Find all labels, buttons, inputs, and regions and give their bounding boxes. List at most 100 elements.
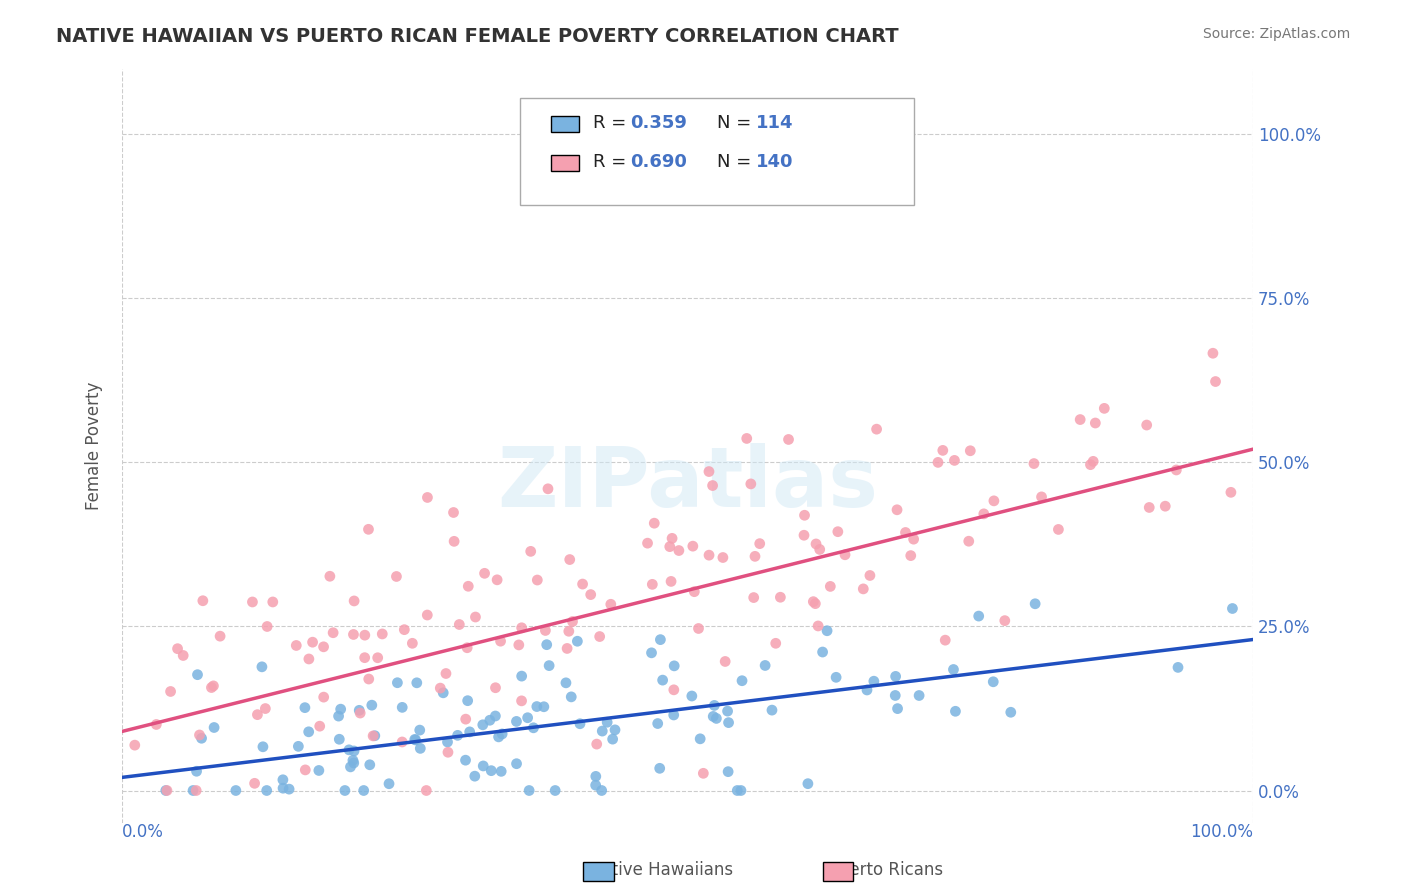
Point [486, 573, 509, 587]
Point [342, 627, 364, 641]
Point [761, 703, 783, 717]
Point [271, 781, 294, 796]
Point [689, 731, 711, 746]
Point [765, 636, 787, 650]
Point [668, 543, 690, 558]
Point [322, 625, 344, 640]
Point [1205, 375, 1227, 389]
Point [744, 549, 766, 564]
Point [353, 783, 375, 797]
Point [957, 534, 980, 549]
Point [437, 745, 460, 759]
Point [333, 783, 356, 797]
Text: Puerto Ricans: Puerto Ricans [828, 861, 943, 879]
Point [349, 706, 371, 720]
Point [343, 594, 366, 608]
Point [186, 764, 208, 779]
Point [1024, 597, 1046, 611]
Point [155, 783, 177, 797]
Point [472, 759, 495, 773]
Point [1083, 454, 1105, 468]
Point [464, 769, 486, 783]
Point [769, 591, 792, 605]
Point [811, 645, 834, 659]
Point [943, 453, 966, 467]
Point [827, 524, 849, 539]
Point [994, 614, 1017, 628]
Point [278, 782, 301, 797]
Point [484, 681, 506, 695]
Point [443, 506, 465, 520]
Point [436, 735, 458, 749]
Point [432, 686, 454, 700]
Point [558, 552, 581, 566]
Point [681, 689, 703, 703]
Point [159, 684, 181, 698]
Point [591, 783, 613, 797]
Point [353, 650, 375, 665]
Point [1219, 485, 1241, 500]
Point [706, 711, 728, 725]
Point [748, 536, 770, 550]
Point [145, 717, 167, 731]
Point [457, 579, 479, 593]
Point [1137, 500, 1160, 515]
Point [252, 739, 274, 754]
Point [571, 577, 593, 591]
Point [1202, 346, 1225, 360]
Point [579, 588, 602, 602]
Point [454, 753, 477, 767]
Point [209, 629, 232, 643]
Point [378, 777, 401, 791]
Point [285, 639, 308, 653]
Point [1047, 523, 1070, 537]
Point [647, 716, 669, 731]
Point [202, 721, 225, 735]
Point [526, 573, 548, 587]
Point [658, 540, 681, 554]
Point [808, 542, 831, 557]
Text: N =: N = [717, 114, 756, 132]
Point [697, 465, 720, 479]
Point [401, 636, 423, 650]
Point [387, 675, 409, 690]
Point [416, 607, 439, 622]
Point [1136, 418, 1159, 433]
Point [807, 619, 830, 633]
Point [342, 753, 364, 767]
Point [659, 574, 682, 589]
Point [416, 491, 439, 505]
Point [534, 624, 557, 638]
Point [458, 724, 481, 739]
Point [544, 783, 567, 797]
Point [651, 673, 673, 687]
Point [742, 591, 765, 605]
Point [328, 709, 350, 723]
Point [731, 673, 754, 688]
Point [942, 663, 965, 677]
Point [489, 634, 512, 648]
Point [298, 724, 321, 739]
Point [1166, 463, 1188, 477]
Text: Source: ZipAtlas.com: Source: ZipAtlas.com [1202, 27, 1350, 41]
Point [242, 595, 264, 609]
Point [349, 703, 371, 717]
Point [662, 708, 685, 723]
Point [478, 713, 501, 727]
Text: 0.359: 0.359 [630, 114, 686, 132]
Point [555, 641, 578, 656]
Point [186, 667, 208, 681]
Point [262, 595, 284, 609]
Point [301, 635, 323, 649]
Point [256, 619, 278, 633]
Point [661, 532, 683, 546]
Point [337, 743, 360, 757]
Point [391, 735, 413, 749]
Point [287, 739, 309, 754]
Text: 100.0%: 100.0% [1189, 823, 1253, 841]
Point [474, 566, 496, 581]
Point [886, 701, 908, 715]
Point [271, 772, 294, 787]
Point [560, 690, 582, 704]
Point [443, 534, 465, 549]
